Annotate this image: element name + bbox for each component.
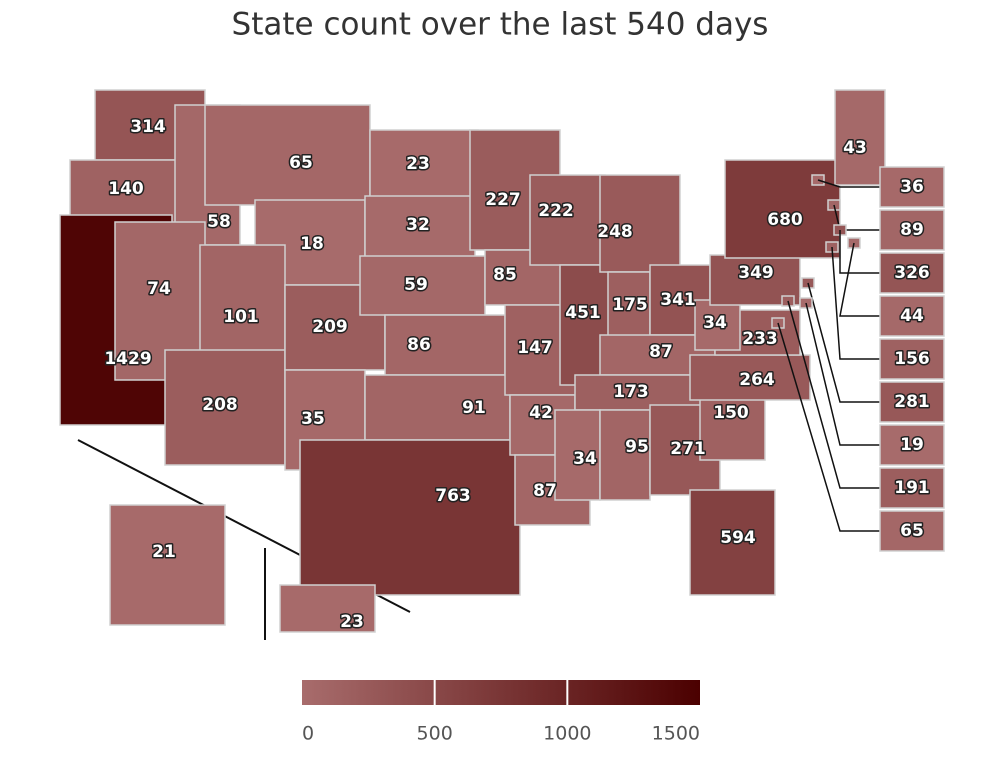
state [109,504,226,626]
state-label: 58 [207,212,231,232]
states [59,89,945,633]
state-label: 222 [538,201,574,221]
state-labels: 314 140 1429 58 74 65 18 101 208 209 35 23 32 59 86 91 7… [103,116,931,634]
state-label: 680 [767,210,803,230]
state [694,299,741,351]
state-label: 264 [739,370,775,390]
legend-tick-label: 1500 [652,723,700,745]
callout-box [879,424,945,466]
state-label: 18 [300,234,324,254]
state [529,174,606,266]
state-label: 65 [289,153,313,173]
state [384,314,506,376]
legend-tick-label: 0 [302,723,314,745]
state-label: 86 [407,335,431,355]
state [599,174,681,273]
state [164,349,286,466]
state [834,89,886,186]
callout-box [879,467,945,509]
state-label: 35 [301,409,325,429]
state [279,584,376,633]
state-label: 59 [404,275,428,295]
state [69,159,191,226]
state-label: 349 [738,263,774,283]
state-label: 85 [493,265,517,285]
callout-label: 156 [894,349,930,369]
callout-box [879,209,945,251]
state-label: 271 [670,439,706,459]
color-bar [302,680,700,705]
state-label: 209 [312,317,348,337]
callout-box [879,166,945,208]
leader-line [807,282,880,403]
state [699,394,766,461]
state-label: 101 [223,307,259,327]
callout-box [879,295,945,337]
state-label: 763 [435,486,471,506]
legend-tick-label: 1000 [543,723,591,745]
callout-label: 65 [900,521,924,541]
state [299,439,521,596]
leader-line [805,302,880,446]
state-label: 87 [649,342,673,362]
state-label: 95 [625,437,649,457]
state-label: 87 [533,481,557,501]
state-label: 175 [612,295,648,315]
state-label: 21 [152,542,176,562]
state-label: 91 [462,398,486,418]
legend-tick-label: 500 [417,723,453,745]
state-label: 1429 [104,349,151,369]
state [364,374,511,441]
state [359,255,486,316]
state-label: 227 [485,190,521,210]
callout-box [879,252,945,294]
leader-line [777,322,880,532]
callout-box [879,338,945,380]
state [574,374,711,411]
state-label: 23 [406,154,430,174]
state-label: 150 [713,403,749,423]
leader-line [817,179,880,188]
state [364,195,476,259]
state-label: 451 [565,303,601,323]
state-label: 341 [660,290,696,310]
state-label: 32 [406,215,430,235]
state-label: 248 [597,222,633,242]
state-label: 594 [720,528,756,548]
state-label: 42 [529,403,553,423]
state [599,409,651,501]
state-label: 74 [147,279,171,299]
state-label: 208 [202,395,238,415]
state-label: 314 [130,117,166,137]
state-label: 43 [843,138,867,158]
callout-label: 191 [894,478,930,498]
state [689,489,776,596]
state-label: 233 [742,329,778,349]
callout-label: 89 [900,220,924,240]
state-label: 147 [517,338,553,358]
leader-line [787,300,880,489]
color-legend: 0 500 1000 1500 [302,680,700,745]
state-label: 34 [573,449,597,469]
state [204,104,371,206]
state-label: 34 [703,313,727,333]
callout-label: 36 [900,177,924,197]
leader-line [839,242,880,317]
state-label: 140 [108,179,144,199]
callout-box [879,510,945,552]
callout-box [879,381,945,423]
callout-label: 44 [900,306,924,326]
callout-label: 281 [894,392,930,412]
leader-line [839,230,880,274]
state-label: 23 [340,612,364,632]
callout-label: 19 [900,435,924,455]
chart-title: State count over the last 540 days [232,7,769,43]
leader-line [831,246,880,360]
state-label: 173 [613,382,649,402]
state [199,244,286,356]
callout-label: 326 [894,263,930,283]
